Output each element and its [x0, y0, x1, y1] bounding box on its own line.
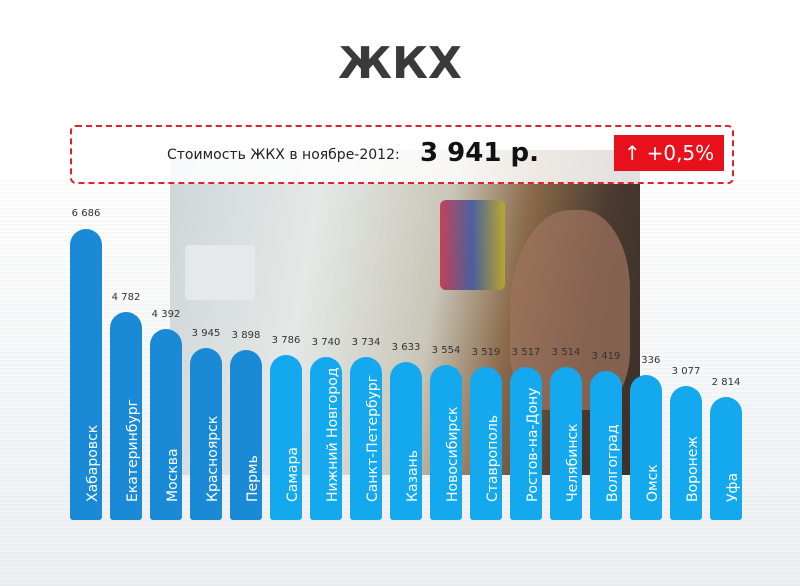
bar-value-label: 3 740	[311, 336, 341, 348]
bar-category-label: Ростов-на-Дону	[525, 387, 541, 502]
bar: Ставрополь	[470, 366, 502, 520]
bar-category-label: Екатеринбург	[125, 399, 141, 502]
bar-value-label: 3 554	[431, 345, 461, 357]
bar-category-label: Уфа	[725, 472, 741, 502]
bar-value-label: 3 077	[671, 365, 701, 377]
bar: Ростов-на-Дону	[510, 366, 542, 520]
bar: Омск	[630, 374, 662, 520]
bar-category-label: Омск	[645, 464, 661, 502]
bar: Екатеринбург	[110, 311, 142, 520]
bar: Хабаровск	[70, 228, 102, 520]
bar-category-label: Новосибирск	[445, 406, 461, 502]
bar-value-label: 3 514	[551, 346, 581, 358]
bar-value-label: 4 782	[111, 291, 141, 303]
gas-meter-image	[185, 245, 255, 300]
cost-value: 3 941 р.	[420, 138, 539, 168]
bar: Новосибирск	[430, 365, 462, 520]
bar: Воронеж	[670, 385, 702, 520]
bar: Челябинск	[550, 366, 582, 520]
bar-value-label: 3 945	[191, 327, 221, 339]
bar: Москва	[150, 328, 182, 520]
cost-label: Стоимость ЖКХ в ноябре-2012:	[167, 147, 400, 163]
bar: Казань	[390, 361, 422, 520]
bar-category-label: Москва	[165, 448, 181, 502]
bar-category-label: Воронеж	[685, 435, 701, 502]
bar-value-label: 3 517	[511, 346, 541, 358]
bar-value-label: 3 786	[271, 334, 301, 346]
bar-category-label: Пермь	[245, 455, 261, 502]
bar-category-label: Ставрополь	[485, 414, 501, 502]
bar-category-label: Красноярск	[205, 415, 221, 502]
bar-value-label: 3 898	[231, 330, 261, 342]
bar-value-label: 3 519	[471, 346, 501, 358]
bar-value-label: 2 814	[711, 377, 741, 389]
change-value: +0,5%	[646, 141, 715, 165]
arrow-up-icon: ↑	[623, 141, 641, 165]
bar-value-label: 6 686	[71, 208, 101, 220]
bar: Нижний Новгород	[310, 356, 342, 520]
bar-category-label: Челябинск	[565, 423, 581, 502]
bar-value-label: 3 419	[591, 350, 621, 362]
bar: Волгоград	[590, 370, 622, 520]
bar: Самара	[270, 354, 302, 520]
bar: Уфа	[710, 397, 742, 520]
bar-category-label: Казань	[405, 450, 421, 502]
bar-value-label: 3 734	[351, 337, 381, 349]
bar-category-label: Волгоград	[605, 424, 621, 502]
bar-category-label: Санкт-Петербург	[365, 374, 381, 502]
bar-value-label: 3 633	[391, 341, 421, 353]
bar-category-label: Хабаровск	[85, 424, 101, 502]
page-title: ЖКХ	[338, 38, 462, 89]
bar-category-label: Нижний Новгород	[325, 367, 341, 502]
bags-image	[440, 200, 505, 290]
bar: Пермь	[230, 350, 262, 520]
bar-value-label: 4 392	[151, 308, 181, 320]
bar: Санкт-Петербург	[350, 357, 382, 520]
cost-banner: Стоимость ЖКХ в ноябре-2012: 3 941 р. ↑ …	[70, 125, 734, 184]
bar: Красноярск	[190, 348, 222, 520]
change-badge: ↑ +0,5%	[614, 135, 724, 171]
bar-category-label: Самара	[285, 447, 301, 502]
bar-value-label: 3 336	[631, 354, 661, 366]
